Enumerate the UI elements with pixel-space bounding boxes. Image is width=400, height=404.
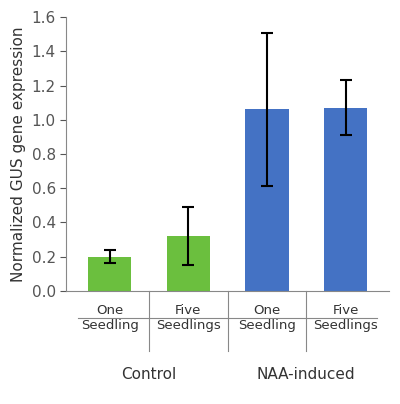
Bar: [324, 108, 367, 291]
Bar: [245, 109, 288, 291]
Text: One
Seedling: One Seedling: [81, 305, 138, 332]
Text: Five
Seedlings: Five Seedlings: [156, 305, 221, 332]
Text: Control: Control: [121, 367, 176, 383]
Y-axis label: Normalized GUS gene expression: Normalized GUS gene expression: [11, 26, 26, 282]
Text: One
Seedling: One Seedling: [238, 305, 296, 332]
Text: Five
Seedlings: Five Seedlings: [313, 305, 378, 332]
Bar: [167, 236, 210, 291]
Text: NAA-induced: NAA-induced: [257, 367, 356, 383]
Bar: [88, 257, 131, 291]
